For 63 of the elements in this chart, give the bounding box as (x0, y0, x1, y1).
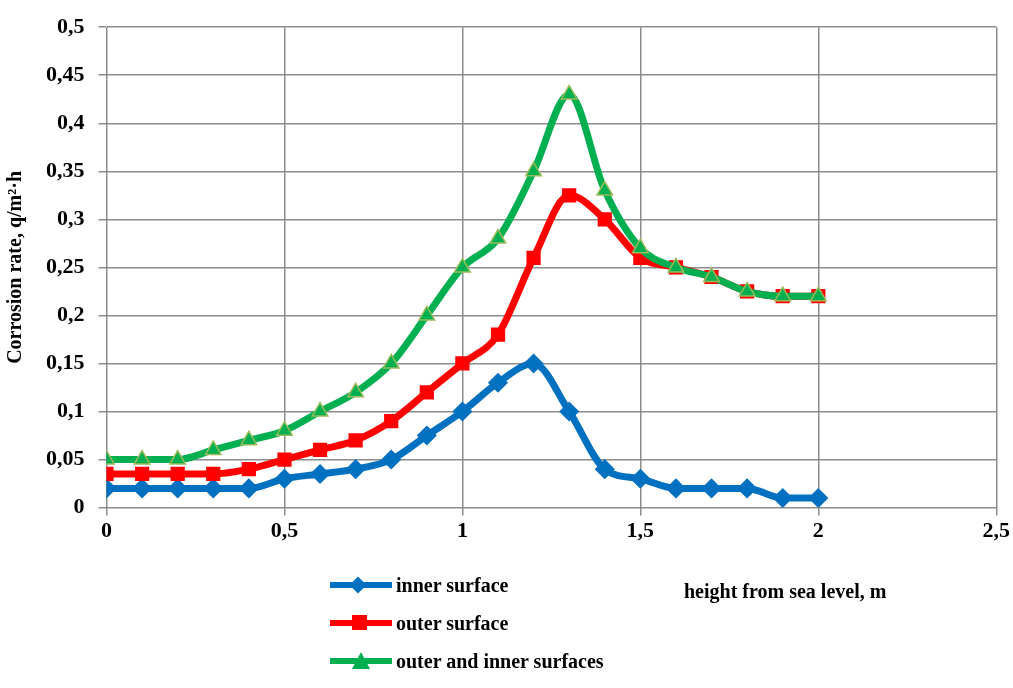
x-tick-label: 2,5 (982, 517, 1010, 543)
point (312, 442, 328, 458)
point (596, 180, 614, 196)
point (206, 466, 221, 482)
y-tick-label: 0,25 (46, 253, 85, 279)
point (381, 449, 401, 470)
point (808, 488, 829, 508)
point (452, 401, 473, 422)
legend-label: inner surface (396, 573, 509, 597)
point (347, 382, 365, 398)
legend-label: outer surface (396, 611, 509, 635)
point (384, 414, 399, 429)
point (595, 459, 615, 479)
point (560, 84, 578, 100)
point (525, 161, 543, 177)
x-tick-label: 2 (812, 517, 824, 543)
point (772, 488, 793, 508)
x-tick-label: 1,5 (626, 517, 655, 543)
point (274, 469, 295, 489)
x-tick-label: 0 (101, 517, 112, 543)
point (239, 478, 259, 499)
y-tick-label: 0 (73, 493, 85, 519)
point (562, 188, 577, 203)
point (453, 257, 471, 273)
point (419, 385, 434, 400)
point (132, 478, 152, 499)
point (417, 425, 437, 446)
point (631, 238, 649, 254)
point (666, 478, 686, 499)
point (345, 459, 366, 479)
x-tick-label: 0,5 (270, 517, 299, 543)
point (204, 440, 222, 456)
y-tick-label: 0,5 (57, 12, 85, 38)
point (241, 462, 256, 477)
point (523, 353, 544, 374)
point (382, 353, 400, 369)
point (597, 212, 612, 227)
y-tick-label: 0,4 (57, 108, 85, 134)
point (488, 372, 508, 393)
x-tick-label: 1 (456, 517, 468, 543)
point (489, 228, 507, 244)
point (630, 469, 651, 489)
legend-label: outer and inner surfaces (396, 649, 604, 673)
point (277, 452, 292, 467)
y-axis-title: Corrosion rate, q/m²·h (3, 170, 27, 364)
y-tick-label: 0,45 (46, 60, 85, 86)
point (310, 464, 330, 484)
y-tick-label: 0,05 (46, 445, 85, 471)
point (170, 466, 185, 482)
point (559, 401, 579, 422)
point (134, 466, 150, 482)
point (455, 356, 470, 371)
y-tick-label: 0,3 (57, 205, 85, 231)
point (737, 478, 757, 499)
x-axis-title: height from sea level, m (684, 580, 887, 603)
y-tick-label: 0,15 (46, 349, 85, 375)
y-tick-label: 0,35 (46, 157, 85, 183)
point (348, 433, 363, 448)
point (490, 327, 506, 342)
y-tick-label: 0,2 (57, 301, 85, 327)
point (526, 250, 541, 265)
y-tick-label: 0,1 (57, 397, 85, 423)
point (418, 305, 436, 321)
